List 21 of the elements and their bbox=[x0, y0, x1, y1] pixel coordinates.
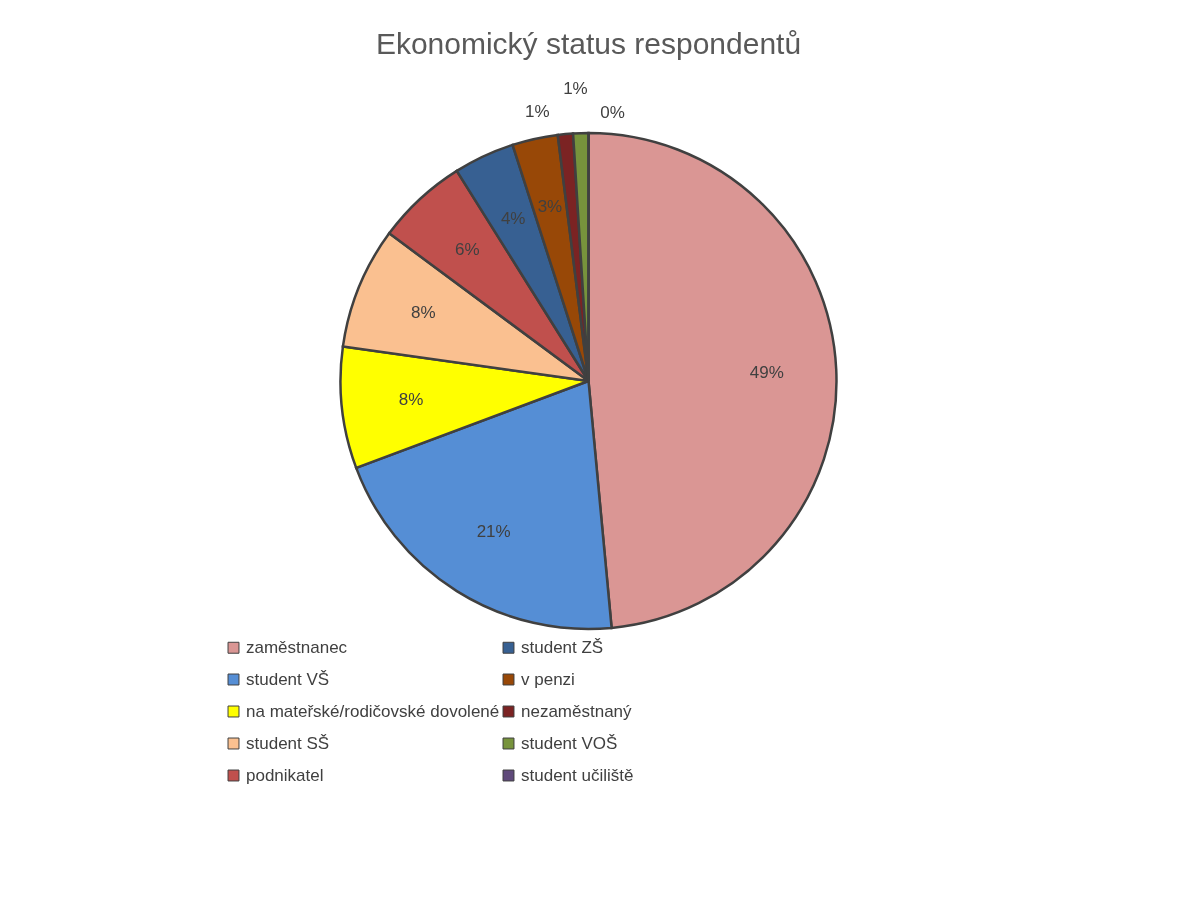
data-label: 3% bbox=[537, 196, 563, 216]
data-label: 8% bbox=[410, 303, 436, 323]
legend-label: student ZŠ bbox=[521, 637, 604, 657]
legend-label: student VOŠ bbox=[521, 733, 618, 753]
data-label: 49% bbox=[749, 362, 784, 382]
legend-label: student VŠ bbox=[246, 669, 330, 689]
data-label: 1% bbox=[525, 102, 550, 122]
legend-label: student učiliště bbox=[521, 765, 634, 785]
data-label: 8% bbox=[398, 390, 424, 410]
data-label: 4% bbox=[500, 209, 526, 229]
data-label: 1% bbox=[563, 79, 588, 99]
text: 0% bbox=[600, 103, 625, 122]
chart-title: Ekonomický status respondentů bbox=[375, 27, 802, 60]
data-label: 6% bbox=[454, 239, 480, 259]
legend-label: nezaměstnaný bbox=[521, 701, 633, 721]
legend-label: podnikatel bbox=[246, 765, 324, 785]
legend-label: v penzi bbox=[521, 669, 575, 689]
data-label: 21% bbox=[476, 522, 511, 542]
legend-label: na mateřské/rodičovské dovolené bbox=[246, 701, 500, 721]
legend-label: zaměstnanec bbox=[246, 637, 348, 657]
legend-label: student SŠ bbox=[246, 733, 330, 753]
